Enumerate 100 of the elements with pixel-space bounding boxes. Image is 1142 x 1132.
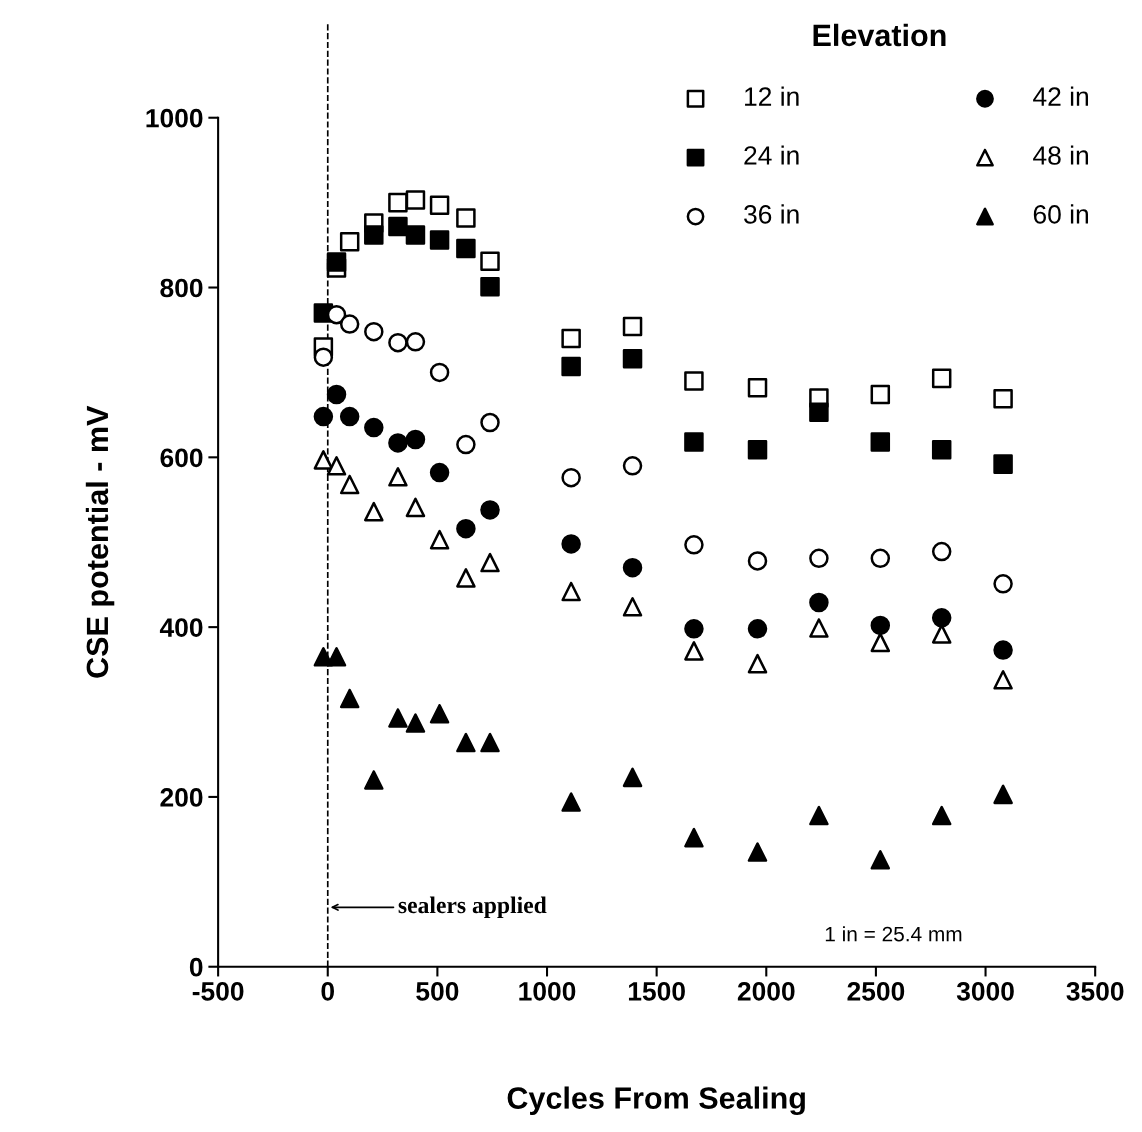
point (388, 192, 408, 213)
point (429, 230, 450, 250)
point (456, 518, 476, 539)
point (405, 713, 426, 733)
point (313, 347, 334, 367)
point (993, 784, 1013, 805)
point (480, 276, 500, 297)
x-tick-label: 3500 (1066, 982, 1124, 1001)
point (561, 581, 581, 602)
point (622, 349, 643, 369)
point (429, 529, 450, 550)
point (622, 557, 643, 578)
point (870, 850, 891, 870)
point (429, 462, 450, 483)
point (339, 231, 360, 252)
point (809, 402, 829, 423)
point (993, 640, 1013, 660)
point (622, 597, 643, 617)
point (809, 592, 829, 613)
point (931, 439, 952, 460)
legend-label: 12 in (745, 86, 799, 106)
y-tick-label: 800 (160, 278, 203, 298)
point (405, 497, 426, 518)
x-tick-label: 3000 (956, 982, 1014, 1001)
x-tick-label: 1500 (628, 982, 685, 1001)
legend-title: Elevation (813, 23, 946, 47)
y-axis-title: CSE potential - mV (85, 405, 115, 678)
y-tick-label: 0 (189, 957, 203, 977)
point (684, 619, 704, 639)
point (561, 356, 581, 377)
point (561, 792, 581, 812)
point (456, 238, 476, 259)
point (870, 615, 891, 636)
x-tick-label: 0 (321, 982, 335, 1001)
point (809, 618, 829, 638)
legend-label: 36 in (744, 204, 799, 224)
annotation: sealers applied (398, 896, 547, 918)
point (561, 328, 581, 349)
point (364, 417, 384, 438)
point (622, 456, 643, 476)
annotation: 1 in = 25.4 mm (825, 926, 962, 942)
point (326, 647, 347, 667)
point (809, 548, 829, 569)
point (480, 732, 500, 753)
point (993, 574, 1013, 594)
point (870, 548, 891, 569)
point (429, 362, 450, 383)
point (931, 541, 952, 562)
point (993, 388, 1013, 409)
point (326, 456, 347, 476)
point (326, 384, 347, 405)
point (931, 805, 952, 826)
point (809, 805, 829, 826)
point (364, 770, 384, 790)
point (364, 501, 384, 522)
point (684, 535, 704, 555)
point (388, 433, 408, 453)
y-tick-label: 1000 (146, 108, 203, 128)
point (313, 406, 334, 427)
y-tick-label: 600 (160, 448, 203, 468)
point (931, 624, 952, 644)
point (747, 551, 768, 571)
point (339, 314, 360, 334)
point (339, 474, 360, 495)
point (622, 316, 643, 337)
point (429, 195, 450, 215)
point (429, 703, 450, 724)
point (561, 467, 581, 488)
point (339, 406, 360, 427)
point (747, 377, 768, 398)
x-tick-label: -500 (192, 982, 244, 1001)
point (870, 384, 891, 405)
point (326, 252, 347, 272)
point (747, 439, 768, 460)
y-tick-label: 400 (159, 618, 203, 637)
point (870, 432, 891, 452)
point (456, 732, 476, 753)
point (456, 434, 476, 455)
point (405, 190, 426, 210)
point (405, 225, 426, 245)
point (480, 412, 500, 433)
point (456, 208, 476, 228)
point (339, 688, 360, 709)
point (405, 429, 426, 450)
point (388, 467, 408, 487)
point (480, 500, 500, 520)
legend-label: 42 in (1033, 86, 1088, 106)
point (480, 251, 500, 271)
point (313, 450, 334, 470)
point (684, 641, 704, 661)
x-tick-label: 2500 (847, 982, 905, 1001)
point (456, 568, 476, 588)
point (747, 619, 768, 639)
legend-label: 60 in (1033, 204, 1088, 224)
point (684, 827, 704, 848)
point (684, 432, 704, 452)
point (931, 368, 952, 389)
point (364, 321, 384, 342)
point (870, 632, 891, 653)
point (388, 708, 408, 728)
